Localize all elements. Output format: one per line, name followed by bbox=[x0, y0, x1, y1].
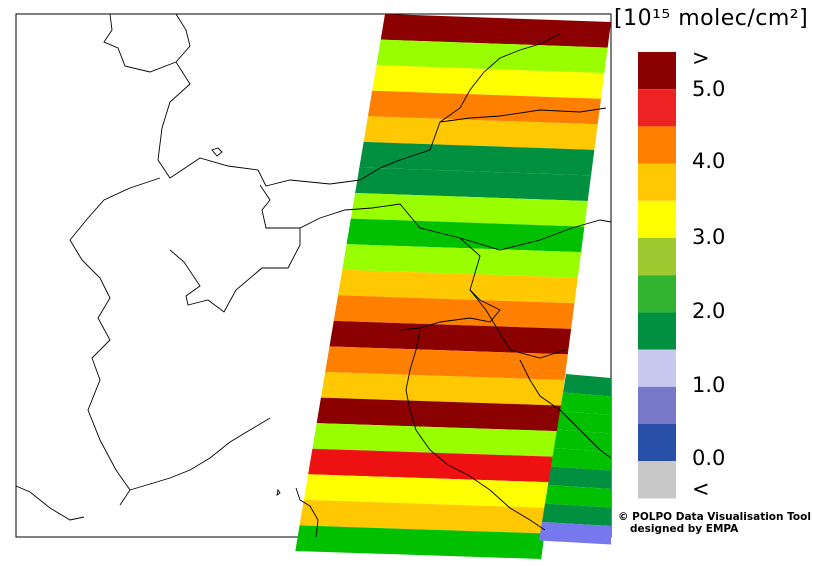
swath-row bbox=[359, 141, 595, 176]
swath-row bbox=[320, 372, 565, 406]
swath-row bbox=[350, 193, 588, 227]
legend-label-4: 4.0 bbox=[692, 149, 726, 173]
swath-row bbox=[372, 65, 605, 99]
swath-row bbox=[303, 474, 552, 508]
swath-row bbox=[545, 485, 611, 508]
legend-label-2: 2.0 bbox=[692, 299, 726, 323]
swath-row bbox=[329, 320, 572, 355]
swath-row bbox=[560, 392, 611, 415]
legend-label-5: 5.0 bbox=[692, 77, 726, 101]
swath-row bbox=[295, 525, 545, 559]
swath-row bbox=[363, 116, 598, 150]
legend-label-0: 0.0 bbox=[692, 446, 726, 470]
country-borders bbox=[15, 13, 612, 538]
credit-line-2: designed by EMPA bbox=[630, 523, 739, 535]
swath-row bbox=[548, 466, 611, 489]
swath-row bbox=[367, 90, 602, 125]
swath-row bbox=[312, 423, 558, 457]
swath-row bbox=[325, 346, 568, 380]
swath-row bbox=[376, 39, 608, 74]
swath-row bbox=[338, 269, 578, 304]
swath-row bbox=[557, 411, 611, 434]
swath-row bbox=[551, 448, 611, 471]
credit-line-1: © POLPO Data Visualisation Tool bbox=[618, 511, 811, 523]
legend-label-above: > bbox=[692, 46, 710, 70]
swath-row bbox=[299, 499, 548, 534]
unit-label: [10¹⁵ molec/cm²] bbox=[614, 6, 809, 31]
swath-row bbox=[316, 397, 562, 432]
swath-row bbox=[563, 374, 611, 397]
legend-label-below: < bbox=[692, 477, 710, 501]
swath-row bbox=[342, 244, 582, 278]
satellite-swath bbox=[295, 14, 611, 559]
swath-row bbox=[542, 503, 611, 526]
swath-row bbox=[380, 14, 611, 48]
legend-label-1: 1.0 bbox=[692, 373, 726, 397]
swath-row bbox=[539, 522, 611, 545]
swath-row bbox=[333, 295, 575, 329]
swath-row bbox=[308, 448, 555, 483]
swath-row bbox=[355, 167, 592, 201]
legend-label-3: 3.0 bbox=[692, 225, 726, 249]
